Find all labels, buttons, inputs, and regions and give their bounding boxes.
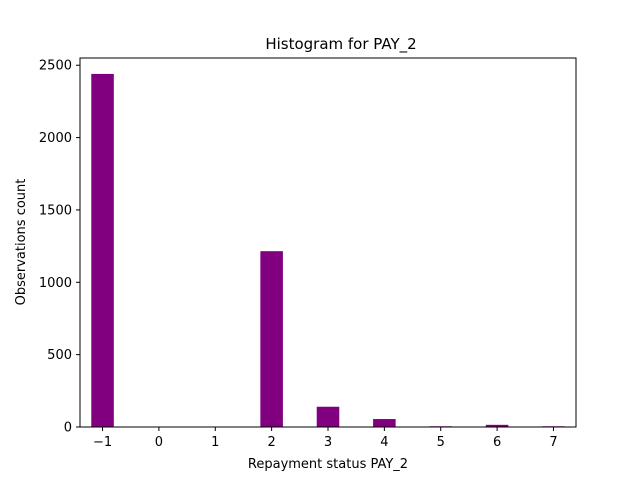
bar-3 [373,419,396,427]
y-axis-ticks: 0 500 1000 1500 2000 2500 [39,59,80,436]
bar-1 [260,251,283,427]
x-tick-label-1: 0 [155,435,163,450]
y-tick-label-3: 1500 [39,203,72,218]
chart-title: Histogram for PAY_2 [265,35,416,54]
plot-frame [79,57,577,428]
bar-5 [485,424,509,427]
x-tick-label-6: 5 [437,435,445,450]
y-tick-label-4: 2000 [39,131,72,146]
x-tick-label-2: 1 [211,435,219,450]
x-tick-label-4: 3 [324,435,332,450]
y-tick-label-1: 500 [47,348,72,363]
bar-0 [91,73,114,427]
y-axis-label: Observations count [14,179,29,306]
x-tick-label-5: 4 [380,435,388,450]
x-tick-label-3: 2 [267,435,275,450]
y-tick-label-5: 2500 [39,59,72,74]
y-tick-label-2: 1000 [39,276,72,291]
bar-2 [316,406,340,427]
x-tick-label-7: 6 [493,435,501,450]
bars-group [91,73,565,427]
x-tick-label-0: −1 [93,435,112,450]
y-tick-label-0: 0 [64,421,72,436]
x-axis-label: Repayment status PAY_2 [248,457,408,472]
x-tick-label-8: 7 [549,435,557,450]
x-axis-ticks: −1 0 1 2 3 4 5 6 7 [93,427,558,450]
